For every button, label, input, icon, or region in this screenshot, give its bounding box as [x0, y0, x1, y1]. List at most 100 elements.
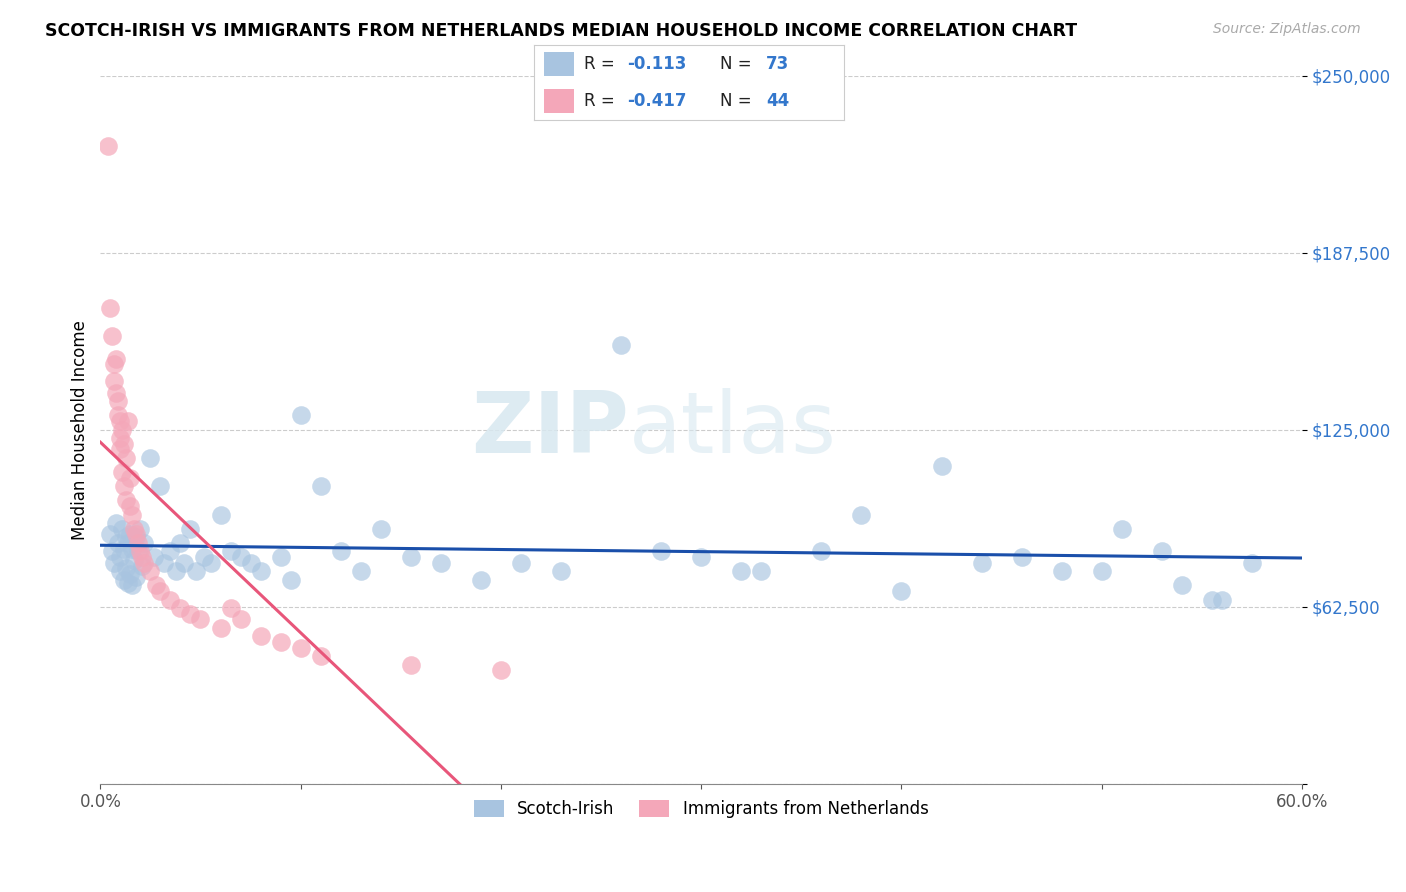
Point [1091, 564, 1114, 578]
Point [890, 584, 912, 599]
Point [105, 516, 128, 530]
Point [370, 522, 392, 536]
Point [169, 536, 191, 550]
Point [98, 301, 121, 315]
Point [115, 450, 138, 465]
Y-axis label: Median Household Income: Median Household Income [72, 319, 89, 540]
Point [851, 508, 873, 522]
Point [115, 530, 138, 544]
Point [101, 329, 124, 343]
Point [143, 550, 166, 565]
Text: SCOTCH-IRISH VS IMMIGRANTS FROM NETHERLANDS MEDIAN HOUSEHOLD INCOME CORRELATION : SCOTCH-IRISH VS IMMIGRANTS FROM NETHERLA… [45, 22, 1077, 40]
Point [149, 584, 172, 599]
Point [173, 556, 195, 570]
Point [110, 414, 132, 428]
Point [111, 423, 134, 437]
Point [131, 558, 153, 573]
Text: atlas: atlas [628, 388, 837, 471]
Point [111, 522, 134, 536]
Point [121, 508, 143, 522]
Point [112, 541, 135, 556]
Point [121, 541, 143, 556]
Point [193, 550, 215, 565]
Point [1171, 578, 1194, 592]
Point [120, 567, 142, 582]
Text: Source: ZipAtlas.com: Source: ZipAtlas.com [1213, 22, 1361, 37]
Point [329, 544, 352, 558]
Point [97, 139, 120, 153]
Point [110, 550, 132, 565]
Text: R =: R = [583, 92, 620, 110]
Point [239, 556, 262, 570]
Point [1201, 592, 1223, 607]
Point [169, 601, 191, 615]
Point [650, 544, 672, 558]
Point [249, 564, 271, 578]
Bar [544, 88, 575, 112]
Point [120, 527, 142, 541]
Text: -0.113: -0.113 [627, 55, 686, 73]
Point [112, 573, 135, 587]
Point [105, 385, 128, 400]
Point [470, 573, 492, 587]
Point [125, 570, 148, 584]
Point [179, 607, 201, 621]
Point [270, 635, 292, 649]
Point [209, 508, 232, 522]
Point [229, 550, 252, 565]
Point [134, 556, 156, 570]
Point [105, 351, 128, 366]
Point [107, 394, 129, 409]
Point [139, 450, 162, 465]
Point [1111, 522, 1133, 536]
Point [110, 442, 132, 457]
Point [110, 564, 132, 578]
Point [125, 530, 148, 544]
Point [149, 479, 172, 493]
Point [270, 550, 292, 565]
Point [290, 409, 312, 423]
Point [309, 479, 332, 493]
Point [127, 544, 149, 558]
Text: -0.417: -0.417 [627, 92, 686, 110]
Bar [544, 52, 575, 77]
Point [131, 550, 153, 565]
Point [153, 556, 176, 570]
Point [931, 459, 953, 474]
Point [129, 544, 152, 558]
Point [280, 573, 302, 587]
Point [112, 437, 135, 451]
Point [107, 409, 129, 423]
Point [103, 556, 125, 570]
Point [129, 522, 152, 536]
Point [219, 544, 242, 558]
Point [115, 561, 138, 575]
Point [229, 612, 252, 626]
Point [139, 564, 162, 578]
Point [120, 499, 142, 513]
Point [120, 471, 142, 485]
Point [159, 544, 181, 558]
Point [399, 657, 422, 672]
Point [127, 536, 149, 550]
Point [124, 522, 146, 536]
Point [115, 493, 138, 508]
Point [190, 612, 212, 626]
Point [550, 564, 572, 578]
Point [430, 556, 453, 570]
Point [1050, 564, 1073, 578]
Point [103, 358, 125, 372]
Point [124, 553, 146, 567]
Point [309, 649, 332, 664]
Point [117, 414, 139, 428]
Point [134, 536, 156, 550]
Legend: Scotch-Irish, Immigrants from Netherlands: Scotch-Irish, Immigrants from Netherland… [467, 794, 935, 825]
Point [1150, 544, 1173, 558]
Point [1240, 556, 1263, 570]
Point [350, 564, 373, 578]
Point [103, 375, 125, 389]
Point [249, 629, 271, 643]
Point [117, 575, 139, 590]
Point [1011, 550, 1033, 565]
Point [1211, 592, 1233, 607]
